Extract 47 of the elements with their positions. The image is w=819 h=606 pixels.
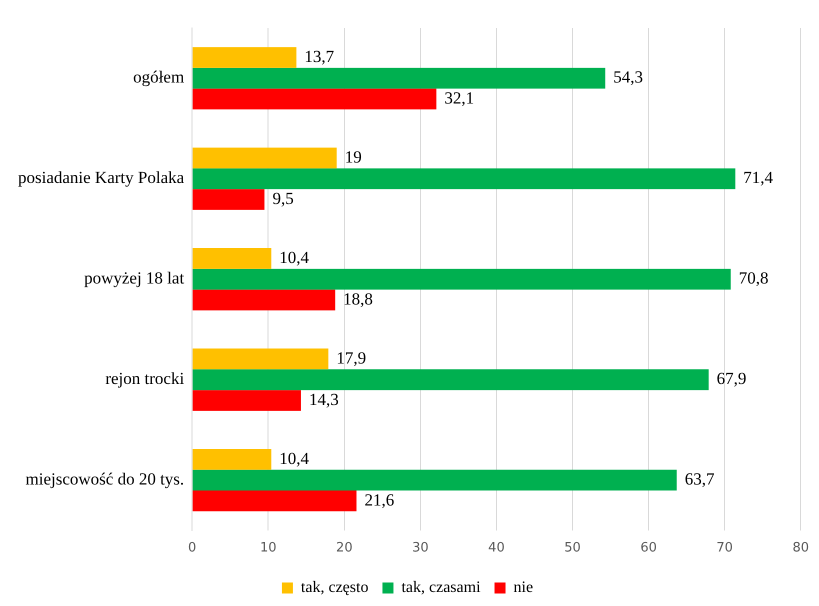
legend-label: nie: [514, 579, 534, 596]
x-tick-label: 40: [488, 540, 505, 556]
bar: [192, 88, 436, 110]
legend-label: tak, często: [300, 579, 368, 596]
data-label: 21,6: [364, 490, 394, 510]
data-label: 19: [344, 147, 362, 166]
x-tick-label: 0: [188, 540, 196, 556]
bar: [192, 168, 736, 190]
x-tick-label: 80: [792, 540, 809, 556]
x-tick-label: 70: [716, 540, 733, 556]
data-label: 70,8: [738, 268, 768, 288]
data-label: 9,5: [272, 188, 294, 208]
bar: [192, 47, 296, 68]
data-label: 67,9: [716, 369, 746, 388]
bar: [192, 248, 272, 269]
x-tick-label: 30: [412, 540, 429, 556]
bar: [192, 369, 709, 390]
data-label: 10,4: [279, 248, 310, 267]
bar: [192, 390, 301, 411]
data-label: 63,7: [684, 470, 715, 489]
bar: [192, 449, 272, 470]
x-tick-label: 50: [564, 540, 581, 556]
data-label: 13,7: [304, 46, 335, 66]
bar: [192, 290, 336, 310]
bar: [192, 268, 731, 290]
y-tick-label: powyżej 18 lat: [84, 268, 184, 288]
data-label: 17,9: [336, 348, 366, 368]
bar: [192, 68, 606, 89]
bar: [192, 148, 337, 168]
x-tick-label: 20: [336, 540, 353, 556]
bar: [192, 490, 356, 512]
x-tick-label: 10: [260, 540, 277, 556]
y-tick-label: miejscowość do 20 tys.: [26, 470, 184, 489]
data-label: 32,1: [444, 88, 474, 108]
bar: [192, 348, 328, 370]
data-label: 71,4: [743, 168, 774, 188]
data-label: 14,3: [308, 390, 339, 409]
data-label: 54,3: [613, 68, 643, 87]
y-tick-label: ogółem: [133, 68, 184, 87]
legend-label: tak, czasami: [401, 579, 482, 596]
bar: [192, 470, 677, 491]
y-tick-label: posiadanie Karty Polaka: [18, 168, 185, 188]
data-label: 18,8: [343, 289, 373, 308]
y-tick-label: rejon trocki: [105, 369, 184, 388]
x-tick-label: 60: [640, 540, 657, 556]
bar: [192, 189, 264, 210]
data-label: 10,4: [279, 448, 310, 468]
